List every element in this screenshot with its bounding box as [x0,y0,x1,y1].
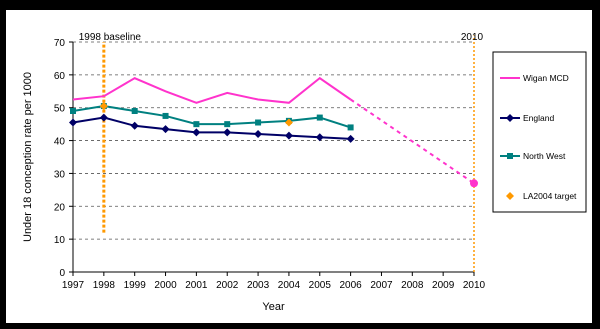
x-tick-label-2006: 2006 [339,280,362,291]
legend-marker-england [506,114,514,122]
point-england-2003 [254,130,263,138]
x-tick-label-1997: 1997 [62,280,85,291]
annotations: 1998 baseline 2010 [79,32,484,43]
point-north-west-2006 [347,124,354,131]
point-north-west-2005 [316,114,323,121]
point-england-2006 [346,134,355,143]
y-tick-label-30: 30 [54,169,66,180]
y-tick-label-50: 50 [54,104,66,115]
legend: Wigan MCD England North West LA2004 target [492,51,587,213]
point-la2004-target-1998 [99,102,108,111]
legend-label-la2004-target: LA2004 target [523,191,577,201]
x-tick-label-2009: 2009 [432,280,455,291]
point-england-2004 [284,131,293,140]
series-line-wigan-mcd [72,76,352,104]
gridlines [73,41,474,240]
y-tick-label-0: 0 [59,268,65,279]
point-england-2001 [192,128,201,137]
x-tick-label-1998: 1998 [93,280,116,291]
y-tick-labels: 0 10 20 30 40 50 60 70 [54,38,73,279]
x-tick-label-2008: 2008 [401,280,424,291]
point-england-1997 [69,118,77,127]
y-axis-title: Under 18 conception rate per 1000 [22,72,34,242]
point-north-west-2000 [162,112,169,119]
annotation-2010: 2010 [461,32,484,43]
teen-conception-line-chart: 1997 1998 1999 2000 2001 2002 2003 2004 2005 2006… [22,32,587,313]
point-north-west-2003 [255,119,262,126]
y-tick-label-10: 10 [54,235,66,246]
x-tick-label-2007: 2007 [370,280,393,291]
legend-marker-north-west [507,153,513,159]
y-tick-label-40: 40 [54,137,66,148]
x-tick-label-2005: 2005 [309,280,332,291]
point-la2004-target-2004 [284,118,293,127]
y-tick-label-60: 60 [54,71,66,82]
reference-lines [102,35,475,272]
legend-label-england: England [523,113,554,123]
x-axis-title: Year [262,301,285,313]
y-tick-label-20: 20 [54,202,66,213]
x-tick-label-2001: 2001 [185,280,208,291]
projection-target-point [470,179,478,188]
chart-frame: 1997 1998 1999 2000 2001 2002 2003 2004 2005 2006… [6,10,592,323]
x-tick-label-2003: 2003 [247,280,270,291]
plot-area [73,42,474,272]
legend-marker-la2004-target [506,192,514,200]
series-line-north-west [72,105,351,129]
point-england-1999 [130,121,139,130]
legend-label-north-west: North West [523,151,566,161]
x-tick-label-2010: 2010 [463,280,486,291]
point-england-2002 [223,128,232,137]
x-tick-label-2004: 2004 [278,280,301,291]
point-england-2000 [161,125,170,134]
point-north-west-2002 [224,121,231,128]
point-north-west-2001 [193,121,200,128]
x-tick-label-2000: 2000 [154,280,177,291]
x-tick-labels: 1997 1998 1999 2000 2001 2002 2003 2004 2005 2006… [62,272,486,291]
series-line-england [72,116,351,140]
series-lines [69,76,478,188]
point-north-west-1999 [131,108,138,114]
legend-label-wigan-mcd: Wigan MCD [523,73,569,83]
annotation-1998-baseline: 1998 baseline [79,32,142,43]
x-tick-label-1999: 1999 [124,280,147,291]
projection-line [350,98,475,185]
x-tick-label-2002: 2002 [216,280,239,291]
point-england-2005 [315,133,324,142]
point-north-west-1997 [70,108,76,114]
point-england-1998 [99,113,108,122]
y-tick-label-70: 70 [54,38,66,49]
axes [72,42,474,273]
